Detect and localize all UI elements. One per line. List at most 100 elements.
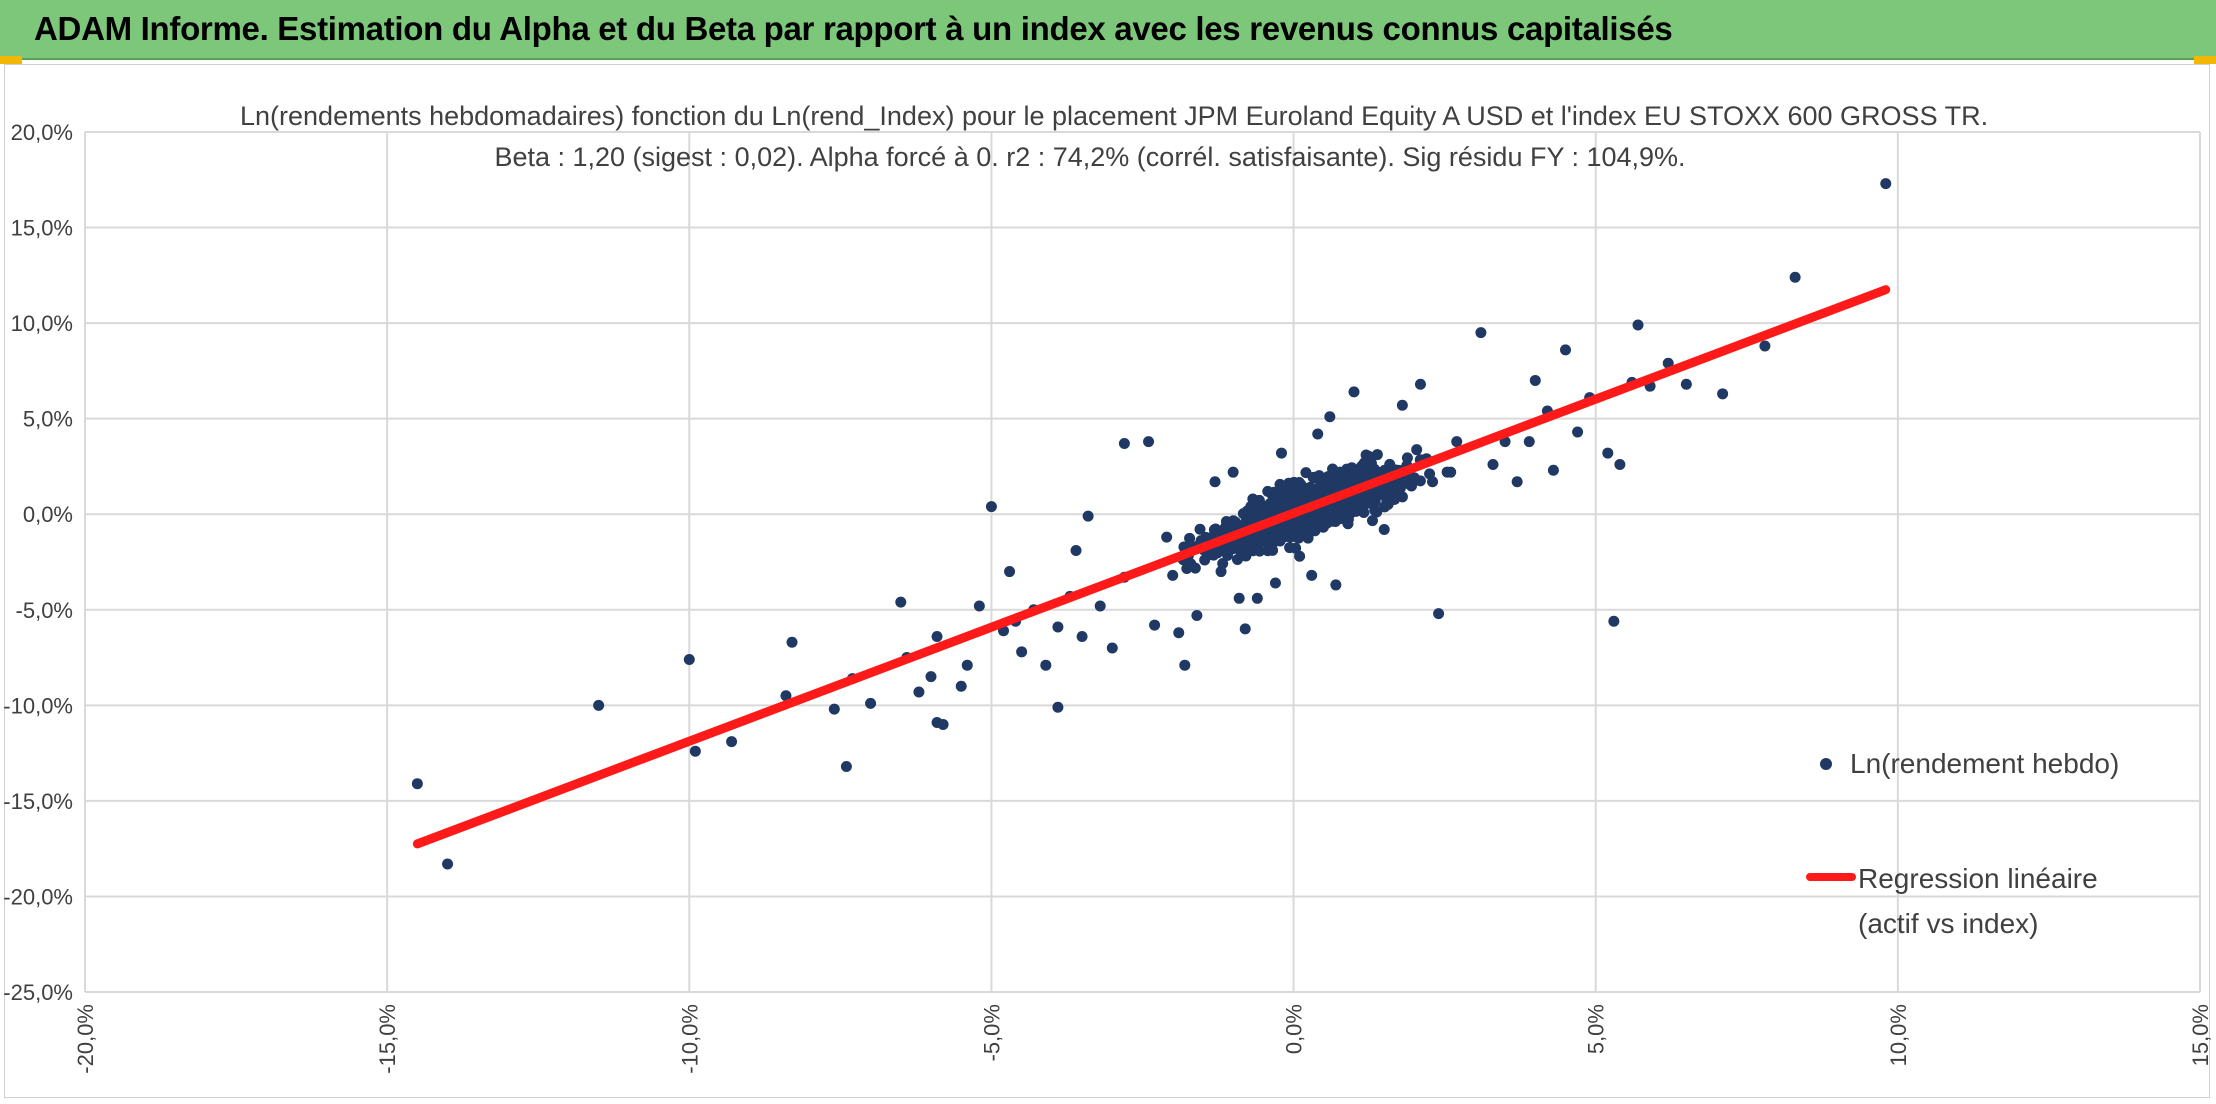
y-tick-label: 0,0% [23,502,73,527]
data-point [1184,532,1196,544]
data-point [1378,524,1390,536]
chart-frame [4,64,2210,1098]
x-tick-label: 5,0% [1584,1004,1609,1054]
data-point [1523,436,1535,448]
scatter-points [411,178,1892,870]
data-point [1401,452,1413,464]
chart-title-block: Ln(rendements hebdomadaires) fonction du… [240,96,1989,178]
data-point [1340,476,1352,488]
data-point [931,631,943,643]
data-point [1396,399,1408,411]
data-point [1317,473,1329,485]
data-point [1082,510,1094,522]
data-point [1217,557,1229,569]
data-point [961,659,973,671]
data-point [937,718,949,730]
data-point [913,686,925,698]
data-point [1350,505,1362,517]
data-point [1572,426,1584,438]
data-point [1451,436,1463,448]
data-point [1632,319,1644,331]
data-point [1076,631,1088,643]
data-point [1276,495,1288,507]
data-point [1300,467,1312,479]
y-tick-label: -25,0% [3,980,73,1005]
data-point [1759,340,1771,352]
data-point [1194,523,1206,535]
y-axis-ticks: 20,0% 15,0% 10,0% 5,0% 0,0% -5,0% -10,0% -15,0%… [3,120,73,1005]
legend-dot-icon [1820,758,1832,770]
legend-line-label-1: Regression linéaire [1858,863,2098,894]
legend-scatter: Ln(rendement hebdo) [1820,748,2119,780]
data-point [1441,466,1453,478]
data-point [1016,646,1028,658]
data-point [1179,659,1191,671]
data-point [1284,542,1296,554]
data-point [1511,476,1523,488]
data-point [1394,482,1406,494]
data-point [1356,460,1368,472]
data-point [1288,523,1300,535]
y-tick-label: 20,0% [11,120,73,145]
data-point [973,600,985,612]
data-point [1233,592,1245,604]
data-point [1259,502,1271,514]
data-point [1238,548,1250,560]
data-point [1414,378,1426,390]
data-point [840,760,852,772]
x-tick-label: -15,0% [375,1004,400,1074]
data-point [1369,504,1381,516]
data-point [1189,562,1201,574]
data-point [895,596,907,608]
data-point [1181,563,1193,575]
data-point [1143,436,1155,448]
data-point [1680,378,1692,390]
data-point [1329,515,1341,527]
data-point [1292,488,1304,500]
y-tick-label: -10,0% [3,693,73,718]
data-point [1348,386,1360,398]
data-point [786,636,798,648]
data-point [1306,569,1318,581]
gridlines [84,131,2201,993]
data-point [1330,579,1342,591]
data-point [1368,487,1380,499]
data-point [1199,554,1211,566]
data-point [1167,569,1179,581]
report-title: ADAM Informe. Estimation du Alpha et du … [34,10,1673,47]
data-point [1403,478,1415,490]
data-point [726,736,738,748]
regression-line-group [412,285,1891,849]
legend-regression: Regression linéaire (actif vs index) [1806,856,2098,946]
data-point [955,680,967,692]
corner-mark-right [2194,56,2216,64]
data-point [1330,483,1342,495]
x-tick-label: 0,0% [1282,1004,1307,1054]
data-point [1302,526,1314,538]
data-point [1275,447,1287,459]
data-point [1227,466,1239,478]
data-point [1333,503,1345,515]
data-point [1317,486,1329,498]
data-point [1529,374,1541,386]
data-point [1614,459,1626,471]
data-point [1248,504,1260,516]
data-point [1789,271,1801,283]
y-tick-label: -20,0% [3,884,73,909]
data-point [985,501,997,513]
data-point [1161,531,1173,543]
data-point [1274,478,1286,490]
data-point [1283,477,1295,489]
data-point [828,703,840,715]
data-point [411,778,423,790]
chart-title: Ln(rendements hebdomadaires) fonction du… [240,101,1989,131]
data-point [1262,485,1274,497]
chart-subtitle: Beta : 1,20 (sigest : 0,02). Alpha forcé… [494,142,1686,172]
y-tick-label: 10,0% [11,311,73,336]
data-point [442,858,454,870]
y-tick-label: 5,0% [23,407,73,432]
data-point [1004,566,1016,578]
data-point [865,697,877,709]
x-tick-label: -10,0% [677,1004,702,1074]
